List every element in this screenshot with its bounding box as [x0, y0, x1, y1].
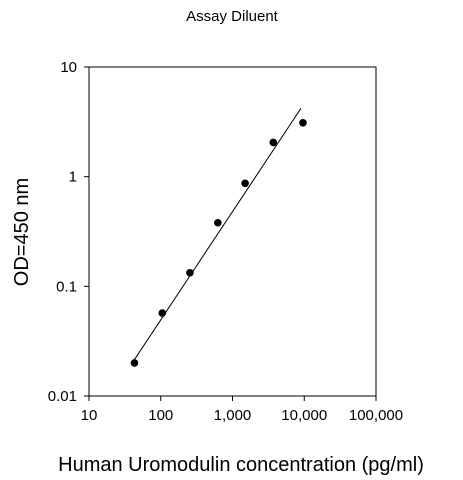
plot-frame: [88, 66, 377, 397]
data-point: [186, 268, 194, 277]
x-tick-label: 10: [81, 407, 98, 424]
y-axis-label: OD=450 nm: [11, 178, 33, 286]
x-tick-label: 100,000: [349, 407, 403, 424]
data-point: [158, 309, 167, 317]
y-tick-label: 0.1: [56, 278, 77, 295]
data-point: [299, 118, 307, 127]
data-point: [241, 179, 249, 188]
data-points-layer: [130, 118, 307, 367]
y-tick-label: 10: [60, 59, 77, 76]
x-axis-label: Human Uromodulin concentration (pg/ml): [58, 454, 424, 476]
fit-line-layer: [133, 108, 302, 361]
fit-line: [133, 108, 302, 361]
x-tick-label: 10,000: [281, 407, 327, 424]
data-point: [269, 138, 278, 147]
data-point: [130, 359, 139, 367]
y-axis-ticks: 0.01 0.1 1 10: [48, 59, 89, 405]
x-axis-ticks: 10 100 1,000 10,000 100,000: [81, 396, 403, 424]
chart-title: Assay Diluent: [186, 8, 279, 25]
x-tick-label: 100: [148, 407, 173, 424]
x-tick-label: 1,000: [214, 407, 252, 424]
y-tick-label: 1: [69, 169, 77, 186]
y-tick-label: 0.01: [48, 388, 77, 405]
data-point: [214, 218, 222, 227]
